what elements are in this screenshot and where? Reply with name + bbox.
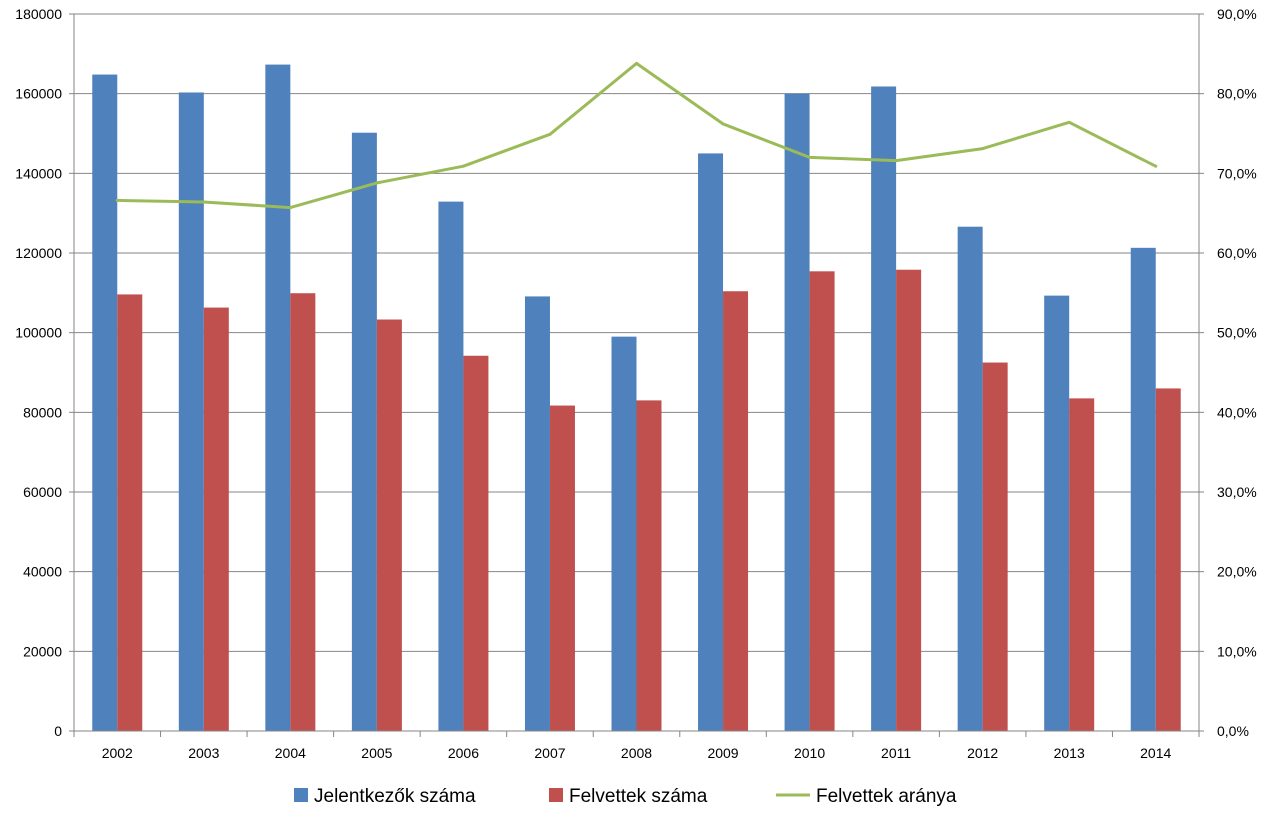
legend-swatch [549, 788, 563, 802]
y-right-tick-label: 90,0% [1217, 6, 1257, 22]
y-right-tick-label: 80,0% [1217, 86, 1257, 102]
y-left-tick-label: 120000 [15, 245, 62, 261]
bar-felvettek [636, 400, 662, 731]
x-tick-label: 2002 [102, 745, 133, 761]
y-left-tick-label: 80000 [23, 404, 62, 420]
ratio-point [202, 200, 206, 204]
bar-felvettek [549, 405, 575, 731]
bar-felvettek [290, 293, 316, 731]
ratio-point [721, 122, 725, 126]
y-left-tick-label: 140000 [15, 165, 62, 181]
y-right-tick-label: 20,0% [1217, 564, 1257, 580]
bar-jelentkezok [438, 201, 464, 732]
ratio-point [375, 181, 379, 185]
x-tick-label: 2003 [188, 745, 219, 761]
bar-jelentkezok [1044, 295, 1070, 731]
bar-jelentkezok [351, 132, 377, 731]
x-tick-label: 2012 [967, 745, 998, 761]
y-right-tick-label: 10,0% [1217, 643, 1257, 659]
x-tick-label: 2014 [1140, 745, 1171, 761]
axes [69, 13, 1204, 737]
x-tick-label: 2005 [361, 745, 392, 761]
x-tick-label: 2004 [275, 745, 306, 761]
bar-jelentkezok [265, 64, 291, 732]
ratio-point [1067, 120, 1071, 124]
x-tick-label: 2011 [881, 745, 911, 761]
ratio-line-layer [115, 61, 1158, 210]
bar-felvettek [723, 291, 749, 731]
y-right-tick-label: 70,0% [1217, 165, 1257, 181]
ratio-point [461, 164, 465, 168]
legend: Jelentkezők száma Felvettek száma Felvette… [294, 786, 957, 807]
x-tick-label: 2006 [448, 745, 479, 761]
ratio-point [981, 147, 985, 151]
y-left-tick-label: 160000 [15, 86, 62, 102]
gridlines [74, 13, 1199, 652]
bar-felvettek [1155, 388, 1181, 731]
legend-label: Felvettek aránya [816, 786, 957, 807]
bar-jelentkezok [1130, 247, 1156, 732]
bars [92, 64, 1181, 732]
y-left-tick-label: 40000 [23, 564, 62, 580]
bar-jelentkezok [784, 93, 810, 731]
ratio-point [635, 61, 638, 65]
tick-labels: 0 20000 40000 60000 80000 100000 120000 140000 1… [15, 6, 1256, 761]
bar-jelentkezok [524, 296, 550, 731]
y-right-tick-label: 0,0% [1217, 723, 1249, 739]
bar-jelentkezok [178, 92, 204, 731]
bar-felvettek [463, 355, 489, 731]
x-tick-label: 2010 [794, 745, 825, 761]
bar-jelentkezok [698, 153, 724, 731]
bar-jelentkezok [611, 336, 637, 731]
bar-felvettek [203, 307, 229, 731]
y-right-tick-label: 30,0% [1217, 484, 1257, 500]
y-left-tick-label: 60000 [23, 484, 62, 500]
y-left-tick-label: 20000 [23, 643, 62, 659]
x-tick-label: 2013 [1054, 745, 1085, 761]
ratio-point [1154, 164, 1158, 168]
bar-jelentkezok [957, 226, 983, 731]
ratio-point [288, 206, 292, 210]
ratio-point [808, 155, 812, 159]
bar-jelentkezok [871, 86, 897, 732]
y-right-tick-label: 40,0% [1217, 404, 1257, 420]
legend-swatch [294, 788, 308, 802]
y-left-tick-label: 180000 [15, 6, 62, 22]
x-tick-label: 2008 [621, 745, 652, 761]
ratio-point [548, 132, 552, 136]
y-right-tick-label: 50,0% [1217, 325, 1257, 341]
bar-felvettek [117, 294, 143, 731]
bar-felvettek [809, 271, 835, 731]
bar-felvettek [1069, 398, 1095, 731]
y-right-tick-label: 60,0% [1217, 245, 1257, 261]
bar-felvettek [376, 319, 402, 731]
bar-felvettek [896, 269, 922, 731]
x-tick-label: 2009 [707, 745, 738, 761]
ratio-point [894, 159, 898, 163]
bar-felvettek [982, 362, 1008, 731]
legend-label: Felvettek száma [569, 786, 708, 807]
bar-jelentkezok [92, 74, 118, 731]
x-tick-label: 2007 [534, 745, 565, 761]
y-left-tick-label: 0 [54, 723, 62, 739]
legend-label: Jelentkezők száma [314, 786, 476, 807]
ratio-point [115, 198, 119, 202]
y-left-tick-label: 100000 [15, 325, 62, 341]
